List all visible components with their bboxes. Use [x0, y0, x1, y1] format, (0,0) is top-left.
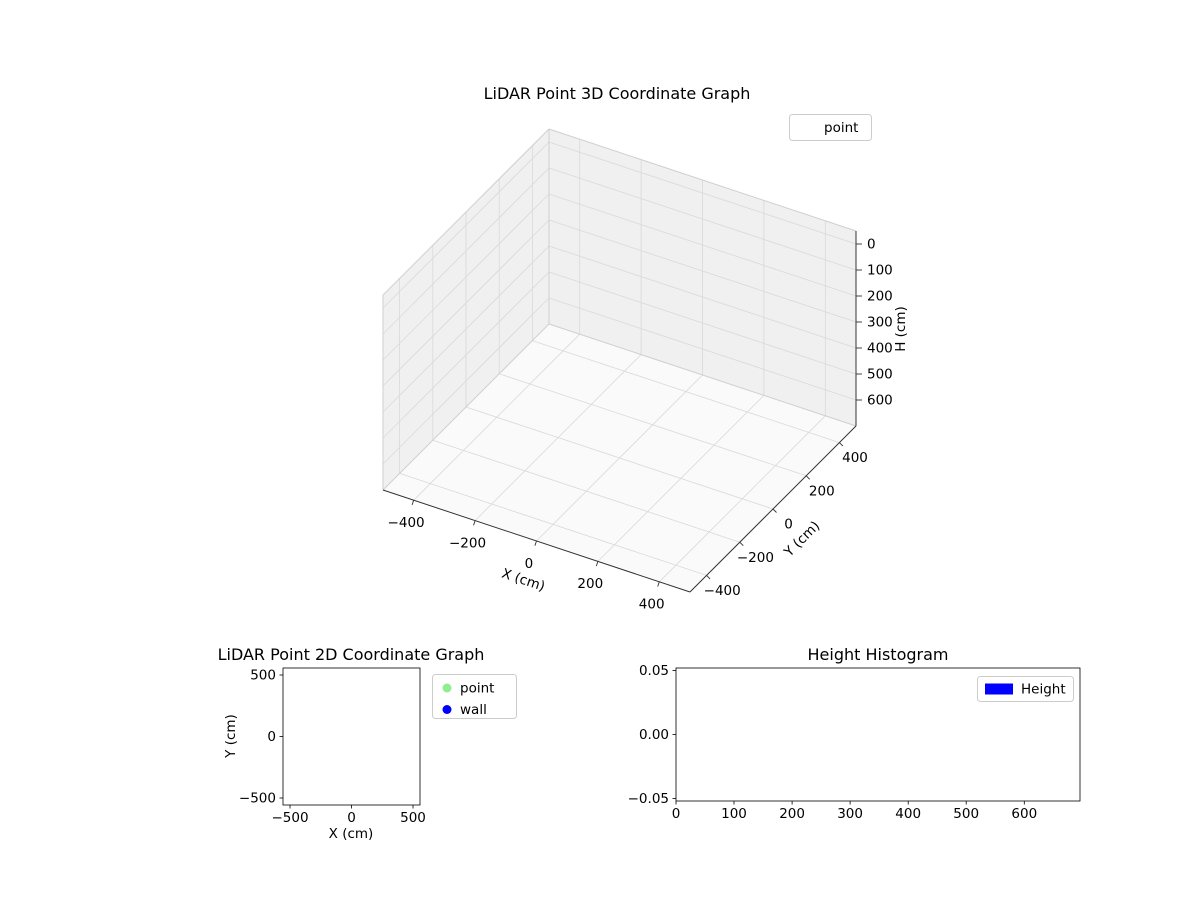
- grid-line: [382, 297, 550, 465]
- z-tick-label: 600: [867, 393, 893, 409]
- plot3d-zaxis-label: H (cm): [893, 306, 909, 352]
- legend-frame: [977, 676, 1074, 702]
- y-tick-label: 0.00: [639, 727, 669, 743]
- pane-edge: [548, 128, 857, 232]
- x-tick-label: 500: [400, 810, 426, 826]
- z-tick-label: 400: [867, 341, 893, 357]
- tick-mark: [805, 475, 811, 480]
- point-marker-icon: [442, 683, 452, 693]
- legend-frame: [432, 674, 517, 719]
- grid-line: [548, 271, 857, 375]
- x-tick-label: 600: [1011, 806, 1037, 822]
- legend-label-height: Height: [1021, 682, 1066, 698]
- tick-mark: [534, 540, 537, 546]
- x-tick-label: 400: [895, 806, 921, 822]
- legend-label-point: point: [460, 681, 494, 697]
- plot3d-legend: point: [789, 114, 872, 141]
- x-tick-label: 200: [779, 806, 805, 822]
- grid-line: [382, 141, 550, 309]
- plot2d-title: LiDAR Point 2D Coordinate Graph: [218, 645, 485, 664]
- y-tick-label: 0: [784, 517, 793, 533]
- tick-mark: [739, 541, 744, 547]
- wall-marker-icon: [442, 705, 452, 714]
- plot2d-plot-area: [282, 667, 421, 806]
- grid-line: [548, 193, 857, 297]
- y-tick-label: 200: [809, 483, 835, 499]
- plot2d-axes: −500 0 500 −500 0 500: [239, 668, 426, 827]
- hist-axes: 0 100 200 300 400 500 600 −0.05 0.00 0.05: [628, 663, 1081, 822]
- plot3d-title: LiDAR Point 3D Coordinate Graph: [484, 84, 751, 103]
- legend-label-wall: wall: [460, 702, 487, 718]
- y-tick-label: −0.05: [628, 791, 669, 807]
- grid-line: [548, 167, 857, 271]
- grid-line: [382, 245, 550, 413]
- grid-line: [382, 219, 550, 387]
- x-tick-label: −200: [449, 535, 486, 551]
- x-tick-label: 200: [577, 576, 603, 592]
- y-tick-label: −200: [737, 550, 774, 566]
- grid-line: [382, 271, 550, 439]
- x-tick-label: −400: [388, 515, 425, 531]
- x-tick-label: 500: [953, 806, 979, 822]
- grid-line: [548, 297, 857, 401]
- plot3d-xaxis-label: X (cm): [500, 566, 547, 595]
- x-tick-label: 0: [672, 806, 681, 822]
- legend-frame: [789, 114, 872, 141]
- plot3d-grid: [382, 139, 857, 583]
- tick-mark: [706, 575, 711, 580]
- grid-line: [499, 373, 807, 477]
- pane-edge: [382, 323, 550, 491]
- x-tick-label: 0: [525, 556, 534, 572]
- y-tick-label: 0.05: [639, 663, 669, 679]
- pane-edge: [382, 128, 550, 296]
- tick-mark: [595, 561, 599, 567]
- x-tick-label: 100: [721, 806, 747, 822]
- grid-line: [382, 193, 550, 361]
- tick-mark: [657, 581, 660, 587]
- y-tick-label: 500: [250, 668, 276, 684]
- plot2d-yaxis-label: Y (cm): [223, 714, 239, 759]
- plot3d-ticks: −400 −200 0 200 400 −400 −200 0 200 400 0 100 200 300…: [388, 237, 893, 613]
- tick-mark: [772, 508, 777, 513]
- tick-mark: [411, 500, 415, 506]
- tick-mark: [839, 442, 844, 447]
- y-tick-label: 400: [842, 450, 868, 466]
- hist-title: Height Histogram: [808, 645, 949, 664]
- grid-line: [532, 340, 840, 443]
- x-tick-label: 0: [347, 810, 356, 826]
- z-tick-label: 500: [867, 367, 893, 383]
- pane-edge: [548, 323, 857, 427]
- x-tick-label: 400: [639, 597, 665, 613]
- hist-legend: Height: [977, 676, 1074, 702]
- x-tick-label: −500: [271, 810, 308, 826]
- y-tick-label: 0: [267, 729, 276, 745]
- grid-line: [465, 406, 774, 510]
- z-tick-label: 100: [867, 263, 893, 279]
- plot2d-xaxis-label: X (cm): [329, 826, 374, 842]
- height-swatch-icon: [985, 683, 1013, 695]
- z-tick-label: 0: [867, 237, 876, 253]
- x-tick-label: 300: [837, 806, 863, 822]
- grid-line: [432, 439, 740, 543]
- y-tick-label: −400: [704, 583, 741, 599]
- plot2d-legend: point wall: [432, 674, 517, 719]
- z-tick-label: 200: [867, 289, 893, 305]
- grid-line: [548, 219, 857, 323]
- tick-mark: [473, 520, 476, 526]
- y-tick-label: −500: [239, 791, 276, 807]
- legend-label-point: point: [824, 120, 858, 136]
- grid-line: [399, 473, 707, 576]
- z-tick-label: 300: [867, 315, 893, 331]
- grid-line: [548, 141, 857, 245]
- grid-line: [548, 245, 857, 349]
- grid-line: [382, 167, 550, 335]
